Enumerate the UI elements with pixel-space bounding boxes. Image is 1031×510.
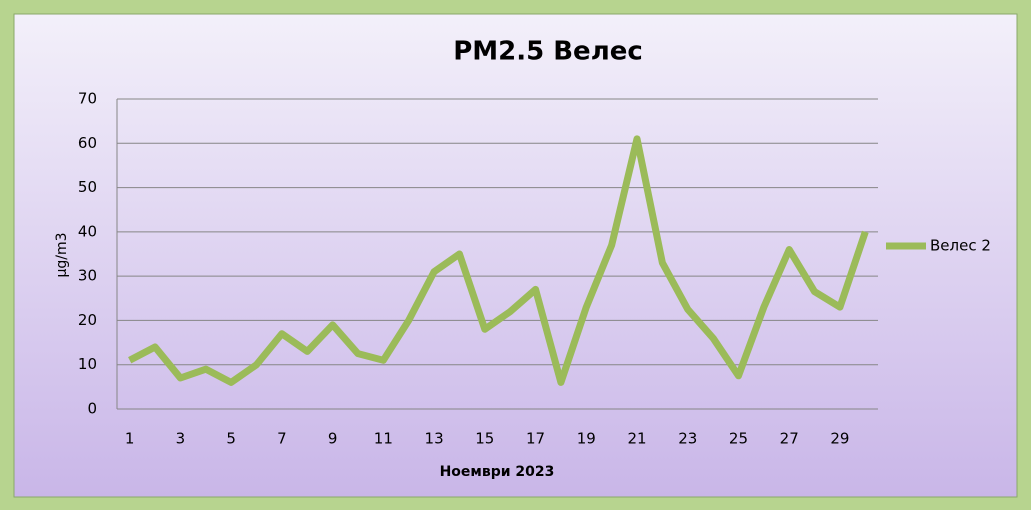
chart-area: [13, 13, 1018, 498]
x-tick-label: 21: [627, 430, 646, 448]
x-tick-label: 25: [729, 430, 748, 448]
chart-title: PM2.5 Велес: [453, 37, 643, 67]
y-tick-label: 40: [78, 222, 97, 240]
x-tick-label: 9: [328, 430, 338, 448]
x-tick-label: 15: [475, 430, 494, 448]
x-tick-label: 13: [425, 430, 444, 448]
x-tick-label: 29: [830, 430, 849, 448]
x-tick-label: 5: [226, 430, 236, 448]
y-tick-label: 0: [87, 400, 97, 418]
x-tick-label: 23: [678, 430, 697, 448]
x-tick-label: 3: [176, 430, 186, 448]
y-tick-label: 70: [78, 90, 97, 108]
x-tick-label: 19: [577, 430, 596, 448]
y-tick-label: 50: [78, 178, 97, 196]
y-tick-label: 10: [78, 355, 97, 373]
y-tick-label: 20: [78, 311, 97, 329]
x-tick-label: 17: [526, 430, 545, 448]
x-tick-label: 27: [780, 430, 799, 448]
y-tick-label: 30: [78, 267, 97, 285]
x-tick-label: 11: [374, 430, 393, 448]
y-axis-label: μg/m3: [54, 232, 70, 277]
line-series: [128, 135, 869, 386]
x-tick-label: 1: [125, 430, 135, 448]
y-tick-label: 60: [78, 134, 97, 152]
x-axis-label: Ноември 2023: [440, 464, 555, 480]
legend-label: Велес 2: [930, 237, 991, 255]
x-tick-label: 7: [277, 430, 287, 448]
